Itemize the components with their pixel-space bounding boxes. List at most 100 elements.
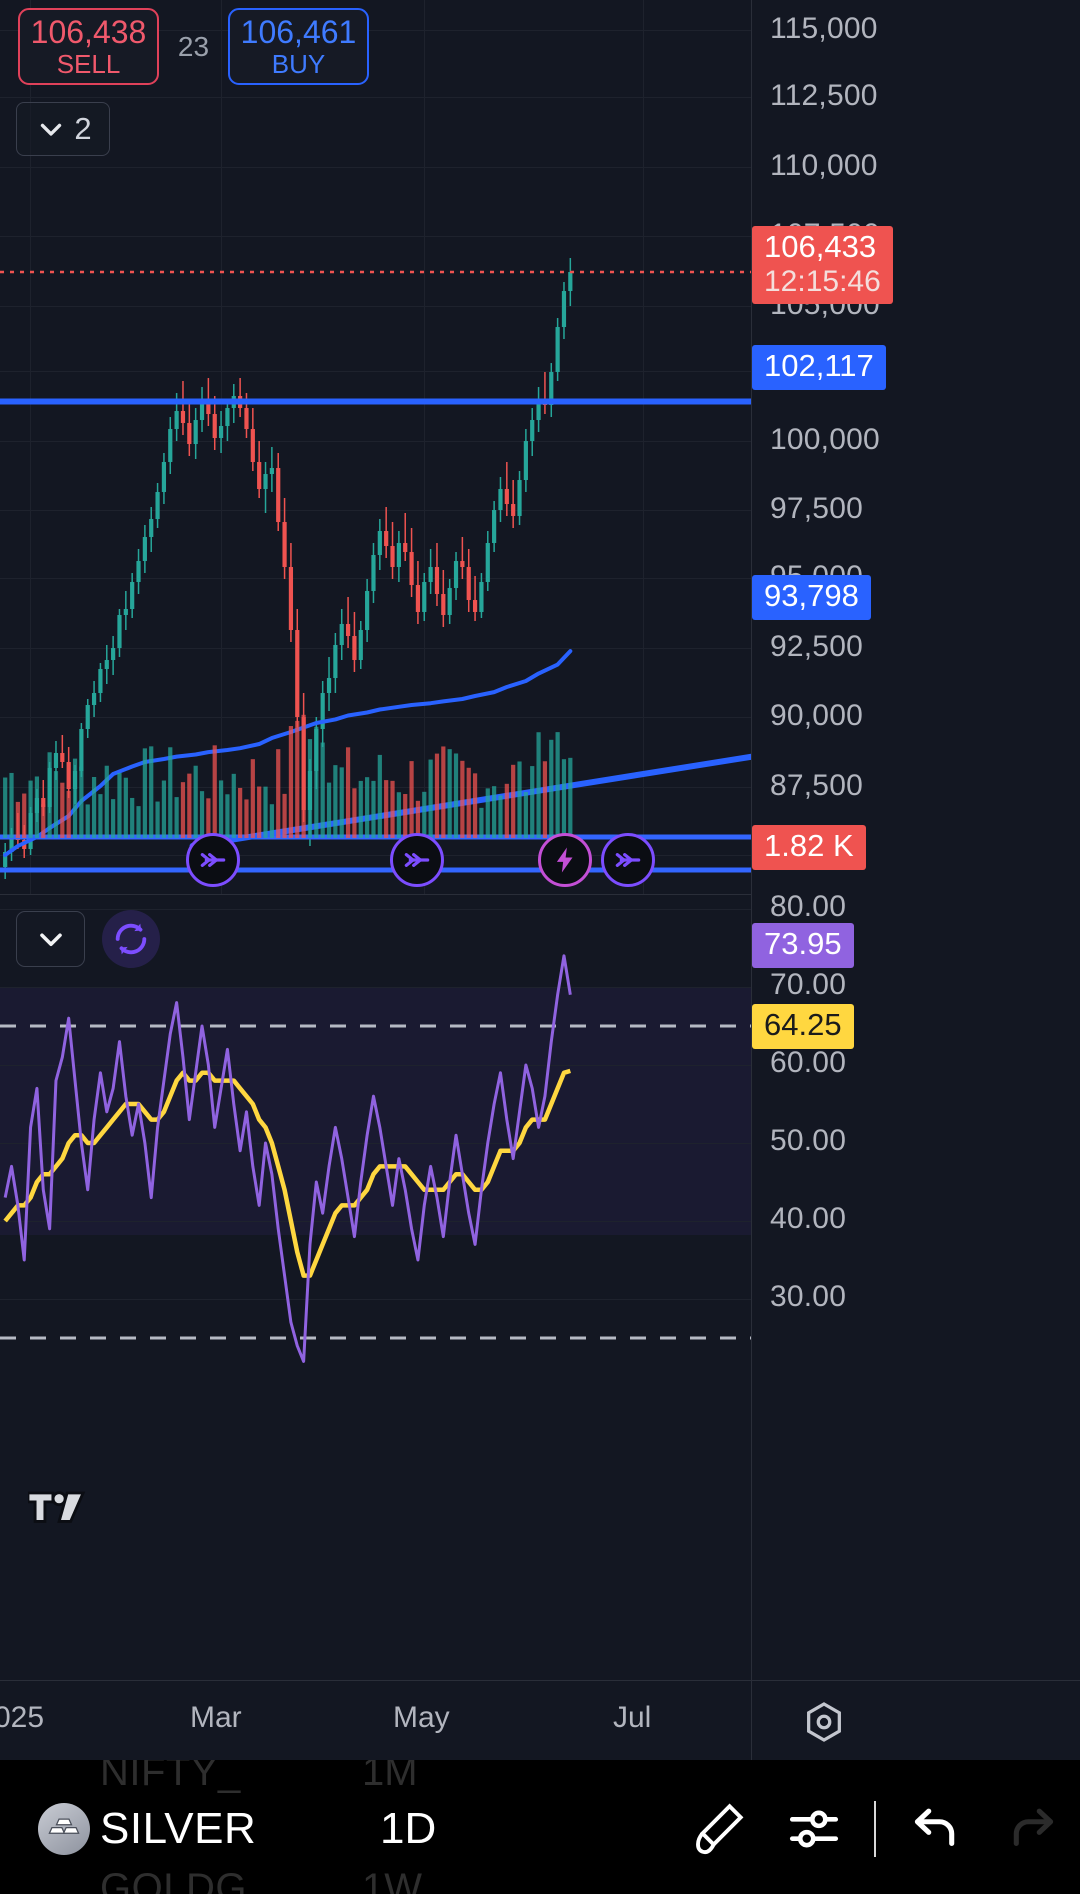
volume-value-tag-value: 1.82 K xyxy=(764,828,854,863)
rsi-sync-button[interactable] xyxy=(102,910,160,968)
sell-label: SELL xyxy=(56,49,121,80)
time-axis-tick: May xyxy=(393,1701,450,1734)
quantity-selector[interactable]: 2 xyxy=(16,102,110,156)
rsi-value-tag[interactable]: 73.95 xyxy=(752,923,854,968)
alert-price-tag-value: 102,117 xyxy=(764,348,874,383)
watchlist-timeframe: 1M xyxy=(362,1760,418,1794)
gridline-horizontal xyxy=(0,167,751,168)
price-axis-tick: 112,500 xyxy=(770,79,878,112)
rsi-value-tag-value: 73.95 xyxy=(764,926,842,961)
watchlist-symbol: GOLDG xyxy=(100,1866,247,1894)
buy-button[interactable]: 106,461 BUY xyxy=(228,8,369,85)
time-axis-tick: Jul xyxy=(613,1701,652,1734)
ma-value-tag-value: 93,798 xyxy=(764,578,859,613)
gridline-horizontal xyxy=(0,97,751,98)
rsi-axis-tick: 60.00 xyxy=(770,1046,847,1079)
rsi-axis-tick: 80.00 xyxy=(770,890,847,923)
buy-price: 106,461 xyxy=(240,13,357,50)
refresh-icon xyxy=(115,923,147,955)
gridline-horizontal xyxy=(0,1143,751,1144)
spread-value: 23 xyxy=(177,30,210,62)
sliders-icon xyxy=(789,1810,839,1848)
rsi-ma-value-tag[interactable]: 64.25 xyxy=(752,1004,854,1049)
price-axis-tick: 100,000 xyxy=(770,423,880,456)
silver-bars-icon xyxy=(38,1803,90,1855)
bottom-bar: NIFTY_ 1M SILVER 1D GOLDG 1W xyxy=(0,1760,1080,1894)
time-axis-tick: 025 xyxy=(0,1701,45,1734)
sell-price: 106,438 xyxy=(30,13,147,50)
bottom-toolbar xyxy=(670,1798,1080,1860)
last-price-tag-time: 12:15:46 xyxy=(764,264,881,298)
watchlist-symbol: SILVER xyxy=(100,1804,257,1853)
fast-forward-icon xyxy=(615,853,641,867)
rsi-axis-tick: 40.00 xyxy=(770,1202,847,1235)
gridline-horizontal xyxy=(0,510,751,511)
draw-pencil-button[interactable] xyxy=(670,1798,766,1860)
watchlist-timeframe: 1D xyxy=(380,1804,437,1853)
chart-viewport[interactable] xyxy=(0,0,751,1680)
watchlist-row[interactable]: SILVER 1D xyxy=(0,1798,1080,1860)
fast-forward-icon xyxy=(404,853,430,867)
lightning-icon xyxy=(556,847,573,873)
order-ticket: 106,438 SELL 23 106,461 BUY xyxy=(18,8,369,85)
watchlist-row[interactable]: GOLDG 1W xyxy=(0,1866,1080,1894)
last-price-tag-value: 106,433 xyxy=(764,229,877,264)
axis-divider xyxy=(751,1681,752,1760)
chevron-down-icon xyxy=(39,933,62,947)
time-axis[interactable]: 025 Mar May Jul xyxy=(0,1680,1080,1760)
volume-value-tag[interactable]: 1.82 K xyxy=(752,825,866,870)
dividend-marker[interactable] xyxy=(601,833,655,887)
dividend-marker[interactable] xyxy=(390,833,444,887)
rsi-series xyxy=(0,954,751,1363)
toolbar-divider xyxy=(874,1801,876,1857)
axis-settings-button[interactable] xyxy=(790,1688,857,1755)
chevron-down-icon xyxy=(41,123,62,136)
price-axis[interactable]: 115,000112,500110,000107,500105,000102,5… xyxy=(751,0,1080,1680)
volume-series xyxy=(3,714,573,838)
gridline-horizontal xyxy=(0,717,751,718)
undo-arrow-icon xyxy=(914,1808,955,1847)
price-axis-tick: 97,500 xyxy=(770,492,863,525)
watchlist-row[interactable]: NIFTY_ 1M xyxy=(0,1760,1080,1795)
price-axis-tick: 87,500 xyxy=(770,769,863,802)
price-axis-tick: 115,000 xyxy=(770,12,878,45)
price-axis-tick: 92,500 xyxy=(770,630,863,663)
price-axis-tick: 110,000 xyxy=(770,149,878,182)
rsi-axis-tick: 50.00 xyxy=(770,1124,847,1157)
gridline-horizontal xyxy=(0,236,751,237)
gridline-horizontal xyxy=(0,648,751,649)
gridline-horizontal xyxy=(0,987,751,988)
buy-label: BUY xyxy=(271,49,326,80)
earnings-marker[interactable] xyxy=(538,833,592,887)
fast-forward-icon xyxy=(200,853,226,867)
rsi-collapse-button[interactable] xyxy=(16,911,85,967)
gridline-horizontal xyxy=(0,1299,751,1300)
undo-button[interactable] xyxy=(888,1798,984,1860)
gridline-horizontal xyxy=(0,1065,751,1066)
gridline-horizontal xyxy=(0,306,751,307)
redo-button[interactable] xyxy=(984,1798,1080,1860)
quantity-value: 2 xyxy=(74,111,92,146)
gridline-horizontal xyxy=(0,855,751,856)
gridline-horizontal xyxy=(0,1221,751,1222)
price-axis-tick: 90,000 xyxy=(770,699,863,732)
dividend-marker[interactable] xyxy=(186,833,240,887)
time-axis-tick: Mar xyxy=(190,1701,242,1734)
alert-price-tag[interactable]: 102,117 xyxy=(752,345,886,390)
redo-arrow-icon xyxy=(1013,1808,1054,1847)
axis-settings-icon xyxy=(806,1701,841,1742)
rsi-axis-tick: 30.00 xyxy=(770,1280,847,1313)
watchlist-timeframe: 1W xyxy=(362,1866,422,1894)
sell-button[interactable]: 106,438 SELL xyxy=(18,8,159,85)
pencil-icon xyxy=(696,1803,744,1855)
rsi-ma-value-tag-value: 64.25 xyxy=(764,1007,842,1042)
ma-value-tag[interactable]: 93,798 xyxy=(752,575,871,620)
last-price-tag[interactable]: 106,433 12:15:46 xyxy=(752,226,893,305)
gridline-horizontal xyxy=(0,30,751,31)
rsi-pane[interactable] xyxy=(0,894,751,1680)
price-pane[interactable] xyxy=(0,0,751,893)
indicator-settings-button[interactable] xyxy=(766,1798,862,1860)
tradingview-logo xyxy=(28,1491,86,1523)
gridline-horizontal xyxy=(0,909,751,910)
